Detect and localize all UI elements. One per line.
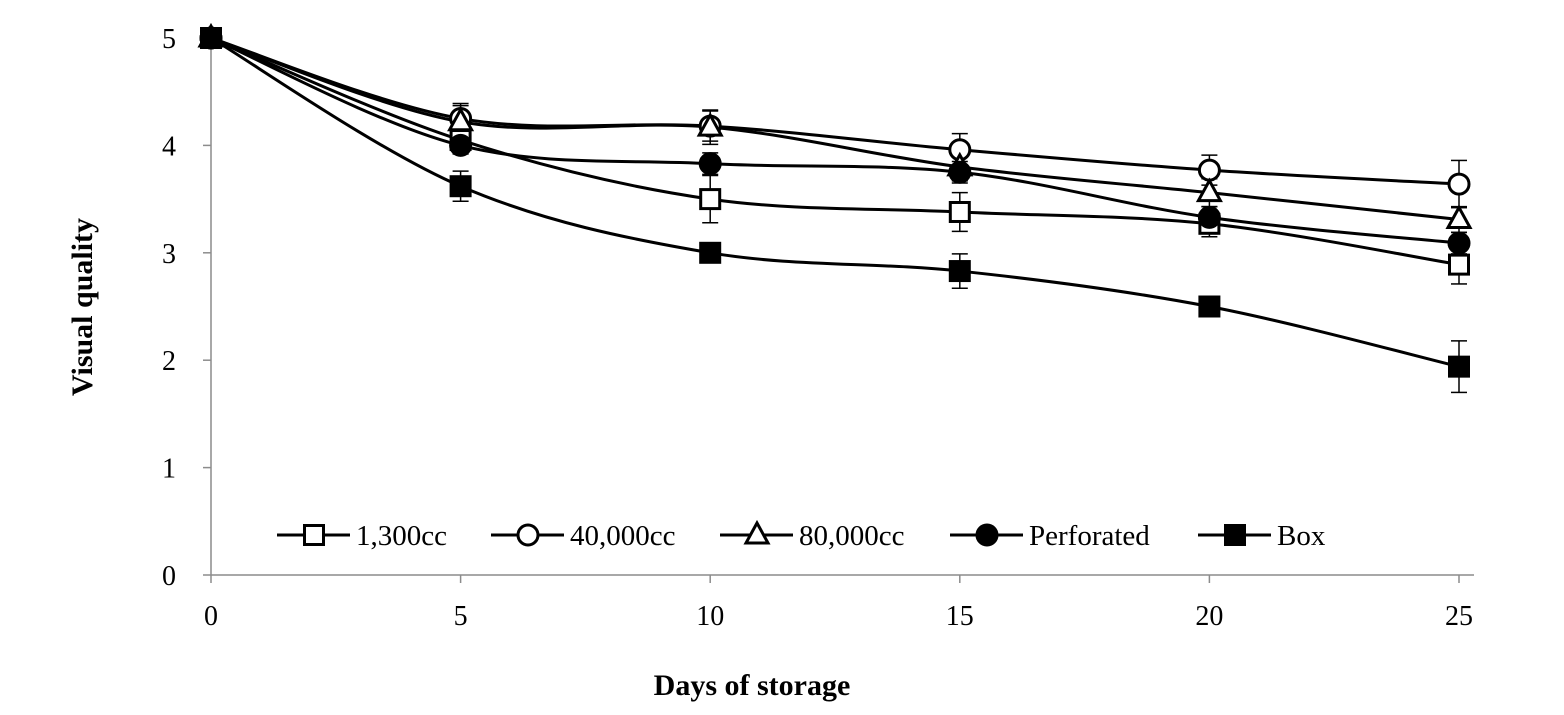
x-tick-label: 5 xyxy=(454,601,468,632)
data-point-80-000cc xyxy=(447,106,475,132)
data-point-40-000cc xyxy=(1447,172,1471,196)
legend-item-40-000cc: 40,000cc xyxy=(491,520,676,552)
series-line-80-000cc xyxy=(210,36,1460,221)
data-point-box xyxy=(699,241,722,264)
data-point-80-000cc xyxy=(1195,177,1223,203)
legend-item-80-000cc: 80,000cc xyxy=(720,519,905,552)
x-tick-label: 10 xyxy=(696,601,724,632)
y-tick-label: 0 xyxy=(162,561,176,592)
data-point-1-300cc xyxy=(1448,253,1470,276)
legend-label-1-300cc: 1,300cc xyxy=(356,520,447,552)
legend: 1,300cc 40,000cc 80,000cc Perforated Box xyxy=(277,519,1326,552)
data-point-box xyxy=(200,27,222,49)
data-point-1-300cc xyxy=(948,200,971,223)
x-tick-label: 20 xyxy=(1195,601,1223,632)
series-lines xyxy=(210,36,1460,369)
data-point-perforated xyxy=(948,160,972,184)
y-tick-label: 5 xyxy=(162,24,176,55)
legend-label-80-000cc: 80,000cc xyxy=(799,520,905,552)
y-axis-title: Visual quality xyxy=(66,218,99,396)
legend-label-40-000cc: 40,000cc xyxy=(570,520,676,552)
x-tick-label: 0 xyxy=(204,601,218,632)
data-point-80-000cc xyxy=(696,112,724,137)
series-markers xyxy=(197,22,1473,378)
data-point-box xyxy=(449,175,472,198)
data-point-perforated xyxy=(449,133,473,157)
data-point-box xyxy=(948,260,971,283)
data-point-80-000cc xyxy=(1445,204,1473,230)
series-line-perforated xyxy=(210,36,1460,245)
legend-item-perforated: Perforated xyxy=(950,520,1150,552)
data-point-40-000cc xyxy=(1197,158,1221,182)
data-point-perforated xyxy=(698,152,722,176)
data-point-box xyxy=(1198,295,1221,318)
legend-marker-40-000cc xyxy=(516,523,540,547)
data-point-1-300cc xyxy=(699,188,722,211)
series-line-40-000cc xyxy=(210,36,1460,186)
series-line-1-300cc xyxy=(210,36,1460,267)
x-axis-title: Days of storage xyxy=(654,669,851,702)
legend-item-1-300cc: 1,300cc xyxy=(277,520,447,552)
series-line-box xyxy=(210,36,1460,369)
x-tick-label: 15 xyxy=(946,601,974,632)
data-point-box xyxy=(1448,355,1470,378)
x-tick-label: 25 xyxy=(1445,601,1473,632)
y-tick-label: 4 xyxy=(162,131,176,162)
data-point-perforated xyxy=(1197,205,1221,229)
legend-label-box: Box xyxy=(1277,520,1326,552)
axes: 0 1 2 3 4 5 0 5 10 15 20 25 xyxy=(162,24,1474,632)
legend-label-perforated: Perforated xyxy=(1029,520,1150,552)
legend-item-box: Box xyxy=(1198,520,1326,552)
y-tick-label: 1 xyxy=(162,454,176,485)
legend-marker-80-000cc xyxy=(743,519,771,545)
data-point-perforated xyxy=(1447,231,1471,255)
legend-marker-perforated xyxy=(975,523,999,547)
legend-marker-1-300cc xyxy=(303,524,325,546)
y-tick-label: 3 xyxy=(162,239,176,270)
legend-marker-box xyxy=(1224,524,1246,546)
y-tick-label: 2 xyxy=(162,346,176,377)
